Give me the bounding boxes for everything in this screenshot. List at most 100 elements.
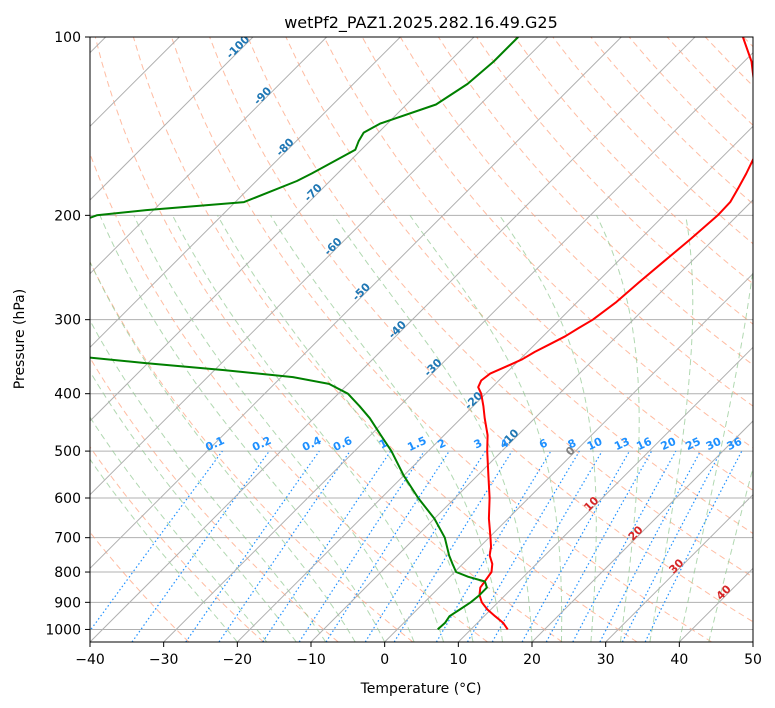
isotherm-label: -50 xyxy=(350,280,373,303)
isotherm xyxy=(531,420,753,642)
x-tick-label: 10 xyxy=(449,652,467,668)
y-tick-label: 1000 xyxy=(45,622,81,638)
isotherm-label: 10 xyxy=(581,494,601,514)
isotherm xyxy=(90,37,622,570)
x-tick-label: 30 xyxy=(597,652,615,668)
mixing-ratio-line xyxy=(218,450,351,642)
moist-adiabat xyxy=(678,265,753,642)
dry-adiabat xyxy=(514,37,753,285)
moist-adiabat xyxy=(172,215,445,642)
moist-adiabat xyxy=(708,466,753,642)
x-axis: −40 −30 −20 −10 0 10 20 30 40 50 xyxy=(75,642,762,668)
y-tick-label: 600 xyxy=(54,491,81,507)
isotherm xyxy=(90,37,254,201)
isotherm xyxy=(678,567,753,642)
x-tick-label: 0 xyxy=(380,652,389,668)
isotherms xyxy=(90,37,753,642)
dry-adiabat xyxy=(704,37,753,87)
moist-adiabat xyxy=(217,215,474,642)
isotherm xyxy=(457,346,753,642)
mixing-ratio-line xyxy=(545,450,653,642)
dry-adiabat xyxy=(90,260,414,642)
y-tick-label: 400 xyxy=(54,387,81,403)
dry-adiabats xyxy=(90,37,753,642)
y-tick-label: 900 xyxy=(54,595,81,611)
isotherm-label: -30 xyxy=(421,356,444,379)
x-tick-label: 40 xyxy=(670,652,688,668)
isotherm xyxy=(90,37,475,422)
mixing-ratio-label: 16 xyxy=(634,435,654,453)
dry-adiabat xyxy=(285,37,753,535)
isotherm xyxy=(236,125,753,642)
isotherm-label: 30 xyxy=(666,556,686,576)
mixing-ratio-line xyxy=(90,450,223,632)
isotherm-label: 20 xyxy=(626,523,646,543)
moist-adiabat xyxy=(90,319,327,642)
x-tick-label: −30 xyxy=(149,652,179,668)
isotherm xyxy=(384,272,753,642)
dry-adiabat xyxy=(90,152,488,642)
moist-adiabats xyxy=(90,215,753,642)
isotherm xyxy=(90,37,401,349)
dry-adiabat xyxy=(90,446,264,642)
mixing-ratio-line xyxy=(599,450,702,642)
isotherm xyxy=(310,199,753,642)
moist-adiabat xyxy=(133,215,415,642)
isotherm xyxy=(90,37,696,642)
isotherm-label: -80 xyxy=(273,135,296,158)
x-axis-label: Temperature (°C) xyxy=(360,681,482,697)
plot-frame xyxy=(89,36,754,643)
moist-adiabat xyxy=(90,370,297,642)
isotherm xyxy=(605,493,753,642)
isotherm xyxy=(90,37,549,496)
mixing-ratio-label: 30 xyxy=(704,435,724,453)
mixing-ratio-lines xyxy=(90,450,743,642)
plot-area: -100-90-80-70-60-50-40-30-20-10010203040… xyxy=(90,37,753,642)
chart-title: wetPf2_PAZ1.2025.282.16.49.G25 xyxy=(284,13,558,33)
isotherm xyxy=(163,51,753,642)
dewpoint-line xyxy=(90,37,519,631)
isotherm-label: -70 xyxy=(302,181,325,204)
x-tick-label: 20 xyxy=(523,652,541,668)
mixing-ratio-label: 25 xyxy=(683,435,702,453)
dry-adiabat xyxy=(666,37,753,126)
x-tick-label: 50 xyxy=(744,652,762,668)
dry-adiabat xyxy=(437,37,753,366)
mixing-ratio-line xyxy=(644,450,743,642)
dry-adiabat xyxy=(247,37,753,578)
mixing-ratio-label: 2 xyxy=(436,436,448,451)
y-tick-label: 500 xyxy=(54,444,81,460)
dry-adiabat xyxy=(552,37,753,245)
mixing-ratio-line xyxy=(364,450,486,642)
moist-adiabat xyxy=(270,215,503,642)
x-tick-label: −20 xyxy=(223,652,253,668)
y-tick-label: 700 xyxy=(54,531,81,547)
isotherm xyxy=(752,641,753,642)
mixing-ratio-label: 10 xyxy=(585,435,605,453)
moist-adiabat xyxy=(409,215,563,642)
temperature-line xyxy=(477,37,753,630)
mixing-ratio-line xyxy=(185,450,320,642)
dry-adiabat xyxy=(171,37,712,642)
mixing-ratio-line xyxy=(262,450,392,642)
y-tick-label: 200 xyxy=(54,208,81,224)
isotherm-label: -60 xyxy=(321,235,344,258)
mixing-ratio-line xyxy=(298,450,425,642)
dry-adiabat xyxy=(209,37,753,623)
mixing-ratio-line xyxy=(572,450,677,642)
x-tick-label: −10 xyxy=(296,652,326,668)
moist-adiabat xyxy=(90,260,356,642)
isotherm-label: -40 xyxy=(386,318,409,341)
moist-adiabat xyxy=(596,215,640,642)
y-tick-label: 800 xyxy=(54,565,81,581)
dry-adiabat xyxy=(323,37,753,491)
dry-adiabat xyxy=(476,37,753,325)
moist-adiabat xyxy=(99,215,386,642)
mixing-ratio-label: 13 xyxy=(612,435,631,453)
mixing-ratio-line xyxy=(521,450,631,642)
mixing-ratio-line xyxy=(466,450,580,642)
moist-adiabat xyxy=(90,458,238,642)
dry-adiabat xyxy=(90,531,190,642)
dry-adiabat xyxy=(743,37,753,48)
mixing-ratio-line xyxy=(393,450,513,642)
